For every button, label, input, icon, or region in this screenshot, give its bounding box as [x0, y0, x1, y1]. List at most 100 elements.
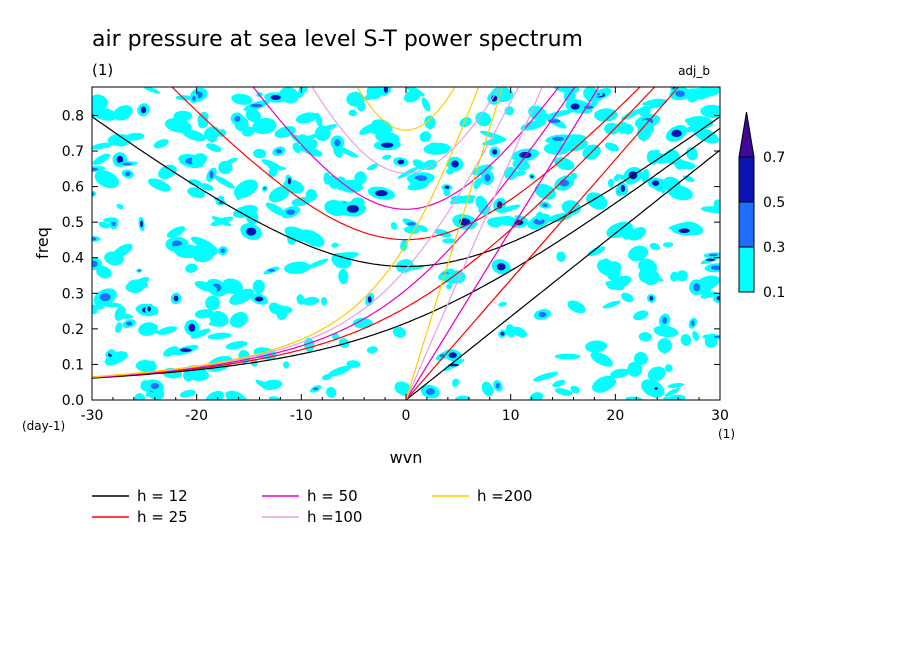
dataset-label: adj_b: [678, 64, 710, 78]
contour-core: [519, 151, 532, 159]
contour-blob: [268, 167, 278, 177]
contour-blob: [533, 371, 558, 382]
contour-blob: [693, 127, 719, 144]
contour-core: [263, 187, 267, 190]
contour-blob: [204, 247, 216, 253]
contour-core: [275, 149, 282, 154]
contour-blob: [452, 378, 460, 387]
contour-core: [495, 382, 500, 389]
contour-blob: [700, 291, 717, 299]
x-axis-label: wvn: [390, 448, 423, 467]
contour-blob: [594, 108, 618, 122]
contour-blob: [649, 99, 668, 109]
contour-blob: [185, 263, 198, 273]
contour-blob: [92, 142, 114, 150]
contour-core: [691, 320, 695, 327]
contour-blob: [166, 226, 186, 238]
y-tick-label: 0.7: [62, 144, 84, 160]
contour-blob: [590, 351, 613, 367]
contour-blob: [274, 126, 296, 138]
contour-core: [346, 205, 359, 213]
contour-blob: [684, 117, 709, 126]
contour-blob: [331, 242, 339, 248]
contour-blob: [634, 351, 648, 366]
y-axis-ticks: 0.0 0.1 0.2 0.3 0.4 0.5 0.6 0.7 0.8: [62, 108, 720, 409]
contour-blob: [265, 202, 286, 216]
contour-blob: [338, 338, 350, 349]
contour-core: [708, 253, 718, 257]
contour-blob: [673, 160, 696, 170]
contour-blob: [704, 335, 718, 348]
contour-core: [137, 269, 141, 272]
contour-core: [188, 323, 196, 332]
contour-core: [147, 306, 151, 312]
colorbar-level-label: 0.5: [763, 195, 785, 211]
contour-blob: [320, 296, 328, 306]
contour-blob: [140, 380, 151, 392]
contour-blob: [336, 146, 359, 158]
contour-blob: [700, 104, 720, 119]
contour-core: [711, 265, 720, 270]
contour-core: [92, 167, 99, 171]
contour-blob: [207, 332, 232, 340]
contour-blob: [534, 183, 556, 200]
contour-blob: [292, 142, 302, 154]
contour-blob: [647, 366, 666, 382]
contour-blob: [182, 129, 206, 142]
contour-blob: [608, 261, 622, 274]
contour-blob: [224, 157, 238, 165]
curve-kelvin-12: [405, 149, 720, 400]
contour-blob: [315, 112, 323, 128]
contour-blob: [392, 326, 407, 338]
contour-blob: [175, 95, 194, 101]
contour-blob: [690, 93, 697, 98]
contour-core: [716, 296, 720, 301]
contour-blob: [92, 304, 98, 315]
contour-blob: [148, 178, 171, 192]
contour-core: [140, 220, 144, 228]
contour-blob: [158, 164, 177, 180]
contour-blob: [253, 148, 267, 159]
contour-core: [92, 237, 97, 241]
colorbar-level-label: 0.3: [763, 240, 785, 256]
x-axis-ticks: -30 -20 -10 0 10 20 30: [81, 87, 729, 424]
contour-blob: [686, 147, 698, 161]
contour-blob: [657, 338, 672, 354]
contour-blob: [305, 189, 318, 201]
contour-core: [270, 95, 281, 100]
contour-blob: [498, 301, 508, 307]
contour-blob: [625, 396, 643, 400]
contour-blob: [628, 226, 647, 241]
contour-core: [397, 159, 405, 165]
x-tick-label: -10: [290, 408, 313, 424]
contour-blob: [205, 390, 224, 400]
contour-blob: [188, 179, 203, 187]
contour-core: [287, 177, 291, 185]
y-tick-label: 0.4: [62, 251, 84, 267]
contour-blob: [627, 361, 643, 377]
contour-blob: [108, 349, 117, 356]
contour-blob: [586, 192, 608, 210]
contour-blob: [187, 187, 206, 198]
contour-blob: [252, 118, 277, 134]
contour-core: [367, 296, 372, 303]
contour-blob: [245, 108, 262, 123]
contour-blob: [348, 109, 358, 117]
contour-blob: [307, 258, 329, 269]
contour-blob: [115, 313, 134, 319]
y-tick-label: 0.6: [62, 180, 84, 196]
contour-core: [675, 90, 685, 97]
y-units-label: (day-1): [22, 419, 65, 433]
contour-blob: [419, 131, 431, 142]
contour-core: [484, 174, 491, 182]
contour-blob: [179, 389, 196, 398]
curve-kelvin-50: [405, 87, 600, 400]
legend-label: h = 25: [137, 508, 188, 526]
curve-mrg-12: [92, 127, 720, 379]
contour-blob: [326, 387, 337, 398]
contour-core: [255, 296, 264, 302]
contour-blob: [103, 217, 119, 223]
x-units-label: (1): [718, 427, 735, 441]
colorbar-level-label: 0.7: [763, 150, 785, 166]
contour-core: [267, 269, 276, 272]
